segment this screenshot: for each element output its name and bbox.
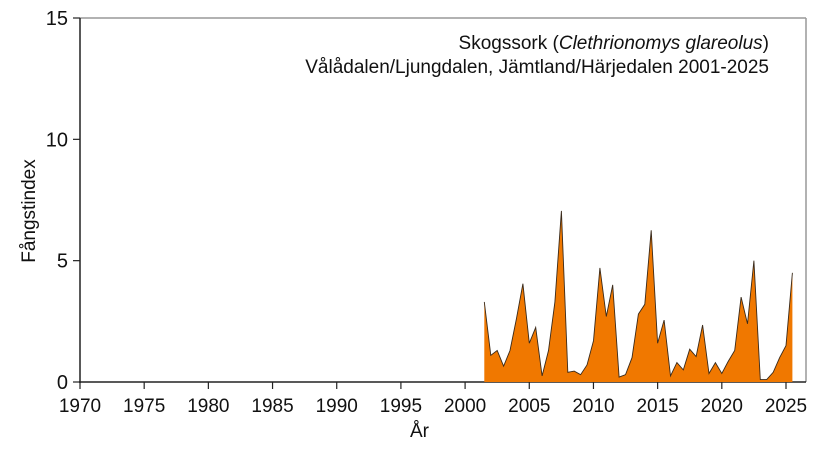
svg-text:10: 10: [46, 129, 68, 151]
data-area: [483, 210, 793, 382]
svg-text:1990: 1990: [316, 396, 358, 417]
svg-text:2025: 2025: [765, 396, 807, 417]
x-axis-label: År: [410, 421, 429, 442]
svg-text:2010: 2010: [572, 396, 614, 417]
svg-text:5: 5: [57, 251, 68, 273]
y-axis-label: Fångstindex: [19, 159, 40, 263]
y-ticks: 0 5 10 15: [46, 8, 80, 394]
svg-text:2020: 2020: [701, 396, 743, 417]
svg-text:1995: 1995: [380, 396, 422, 417]
svg-text:2015: 2015: [636, 396, 678, 417]
chart-subtitle: Vålådalen/Ljungdalen, Jämtland/Härjedale…: [305, 57, 769, 78]
svg-text:2000: 2000: [444, 396, 486, 417]
svg-text:1970: 1970: [59, 396, 101, 417]
svg-text:1975: 1975: [123, 396, 165, 417]
svg-text:15: 15: [46, 8, 68, 30]
chart-title: Skogssork (Clethrionomys glareolus): [458, 33, 769, 54]
svg-text:1985: 1985: [251, 396, 293, 417]
x-ticks: 1970 1975 1980 1985 1990 1995 2000 2005 2010 2015…: [59, 382, 807, 417]
svg-text:1980: 1980: [187, 396, 229, 417]
svg-text:0: 0: [57, 372, 68, 394]
svg-text:2005: 2005: [508, 396, 550, 417]
